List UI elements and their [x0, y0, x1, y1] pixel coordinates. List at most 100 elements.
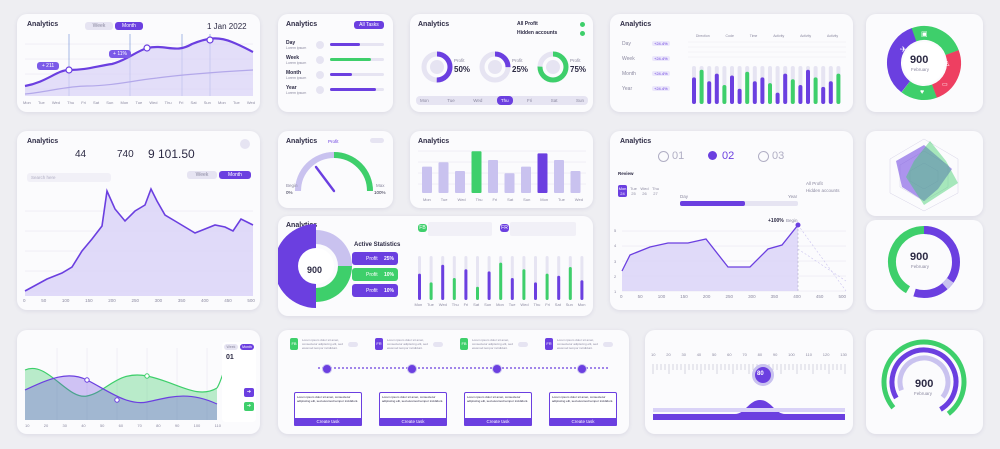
slider-value: 80: [757, 371, 764, 377]
stat-bars: [418, 222, 584, 300]
day-option[interactable]: Wed: [473, 98, 483, 103]
profit-row[interactable]: Profit 10%: [352, 268, 398, 281]
day-tick: Tue: [232, 100, 240, 105]
day-tick: Sat: [507, 197, 514, 202]
slider-card: 10 20 30 40 50 60 70 80 90 100 110 120 130 80: [645, 330, 853, 434]
bar-chart: [418, 150, 586, 193]
tab-week[interactable]: Week: [224, 344, 238, 350]
day-option[interactable]: Mon: [420, 98, 429, 103]
period-label: Week: [622, 56, 635, 62]
day-option[interactable]: Thu: [496, 96, 513, 105]
task-box: Lorem ipsum dolor sit amet, consectetur …: [549, 392, 617, 420]
day-tick: Sun: [484, 302, 492, 307]
multi-area-chart: [24, 348, 230, 420]
profit-row[interactable]: Profit 25%: [352, 252, 398, 265]
cal-day[interactable]: Wed 26: [640, 186, 649, 196]
cal-day[interactable]: Thu 27: [652, 186, 659, 196]
day-option[interactable]: Fri: [527, 98, 533, 103]
progress-fill: [330, 58, 371, 61]
tab-week[interactable]: Week: [85, 22, 113, 30]
x-tick: 40: [81, 423, 86, 428]
activity-bar: [737, 88, 742, 104]
x-tick: 50: [99, 423, 105, 428]
period-row[interactable]: Year +24.4%: [622, 86, 682, 101]
activity-bar: [836, 73, 841, 104]
create-task-button[interactable]: Create task: [294, 418, 362, 426]
day-option[interactable]: Sun: [575, 98, 584, 103]
task-column: FR Lorem ipsum dolor sit amet, consectetu…: [539, 334, 619, 430]
stat-01: 01: [226, 354, 234, 361]
create-task-button[interactable]: Create task: [549, 418, 617, 426]
progress-row[interactable]: Month Lorem ipsum: [286, 70, 386, 85]
range-bar[interactable]: [680, 201, 798, 206]
pin-icon: [577, 364, 587, 374]
x-tick: 90: [174, 423, 180, 428]
step-circle[interactable]: [758, 151, 769, 162]
day-tick: Wed: [520, 302, 529, 307]
day-selector: Mon Tue Wed Thu Fri Sat Sun: [416, 96, 588, 105]
y-tick: 1: [614, 289, 617, 294]
settings-icon[interactable]: [240, 139, 250, 149]
day-tick: Sun: [523, 197, 531, 202]
donut-arc: [537, 51, 569, 83]
x-tick: 150: [85, 298, 93, 303]
slider-tick: 120: [822, 352, 830, 357]
card-icon: ▭: [942, 82, 948, 88]
slider-tick: 80: [757, 352, 763, 357]
ring-donut: [888, 226, 960, 298]
period-pct: +24.4%: [652, 56, 670, 61]
period-row[interactable]: Week +24.4%: [622, 56, 682, 71]
date-label: 1 Jan 2022: [207, 22, 247, 31]
gauge-label: Profit: [328, 139, 339, 144]
progress-row[interactable]: Year Lorem ipsum: [286, 85, 386, 100]
toggle[interactable]: [348, 342, 358, 347]
toggle[interactable]: [370, 138, 384, 143]
tab-month[interactable]: Month: [115, 22, 143, 30]
day-option[interactable]: Sat: [550, 98, 558, 103]
cal-day[interactable]: Mon 24: [618, 185, 627, 197]
tab-week[interactable]: Week: [187, 171, 217, 179]
task-badge: FR: [375, 338, 383, 350]
toggle[interactable]: [518, 342, 528, 347]
progress-row[interactable]: Week Lorem ipsum: [286, 55, 386, 70]
tab-month[interactable]: Month: [219, 171, 251, 179]
donut-label: Profit: [570, 58, 581, 63]
all-tasks-button[interactable]: All Tasks: [354, 21, 384, 29]
create-task-button[interactable]: Create task: [464, 418, 532, 426]
toggle[interactable]: [603, 342, 613, 347]
x-tick: 0: [23, 298, 26, 303]
toggle[interactable]: [433, 342, 443, 347]
max-label: Max: [376, 183, 385, 188]
profit-row[interactable]: Profit 10%: [352, 284, 398, 297]
task-text: Lorem ipsum dolor sit amet, consectetur …: [297, 395, 359, 403]
step-circle[interactable]: [658, 151, 669, 162]
stat-bar: [545, 273, 549, 300]
period-label: Year: [622, 86, 633, 92]
period-row[interactable]: Day +24.4%: [622, 41, 682, 56]
x-tick: 0: [620, 294, 623, 299]
create-task-button[interactable]: Create task: [379, 418, 447, 426]
avatar-icon: [316, 41, 324, 49]
step-circle-active[interactable]: [708, 151, 717, 160]
slider-handle[interactable]: [752, 364, 774, 386]
cal-day[interactable]: Tue 25: [630, 186, 637, 196]
day-option[interactable]: Tue: [447, 98, 455, 103]
task-box: Lorem ipsum dolor sit amet, consectetur …: [464, 392, 532, 420]
activity-bar: [798, 85, 803, 104]
card-title: Analytics: [27, 138, 59, 145]
progress-list: Day Lorem ipsum Week Lorem ipsum Month Lorem …: [286, 40, 386, 100]
arrow-left-button[interactable]: ➔: [244, 402, 254, 411]
day-label: Day: [680, 194, 689, 199]
period-row[interactable]: Month +24.4%: [622, 71, 682, 86]
activity-bar: [752, 81, 757, 104]
day-tick: Wed: [457, 197, 466, 202]
activity-table-card: Analytics Day +24.4% Week +24.4% Month +24.4%…: [610, 14, 853, 112]
search-input[interactable]: Search here: [27, 173, 111, 182]
arrow-right-button[interactable]: ➔: [244, 388, 254, 397]
x-tick: 100: [193, 423, 201, 428]
period-list: Day +24.4% Week +24.4% Month +24.4% Year +24.4%: [622, 41, 682, 101]
activity-bar: [828, 81, 833, 104]
progress-row[interactable]: Day Lorem ipsum: [286, 40, 386, 55]
tab-month[interactable]: Month: [240, 344, 254, 350]
day-tick: Mon: [422, 197, 431, 202]
